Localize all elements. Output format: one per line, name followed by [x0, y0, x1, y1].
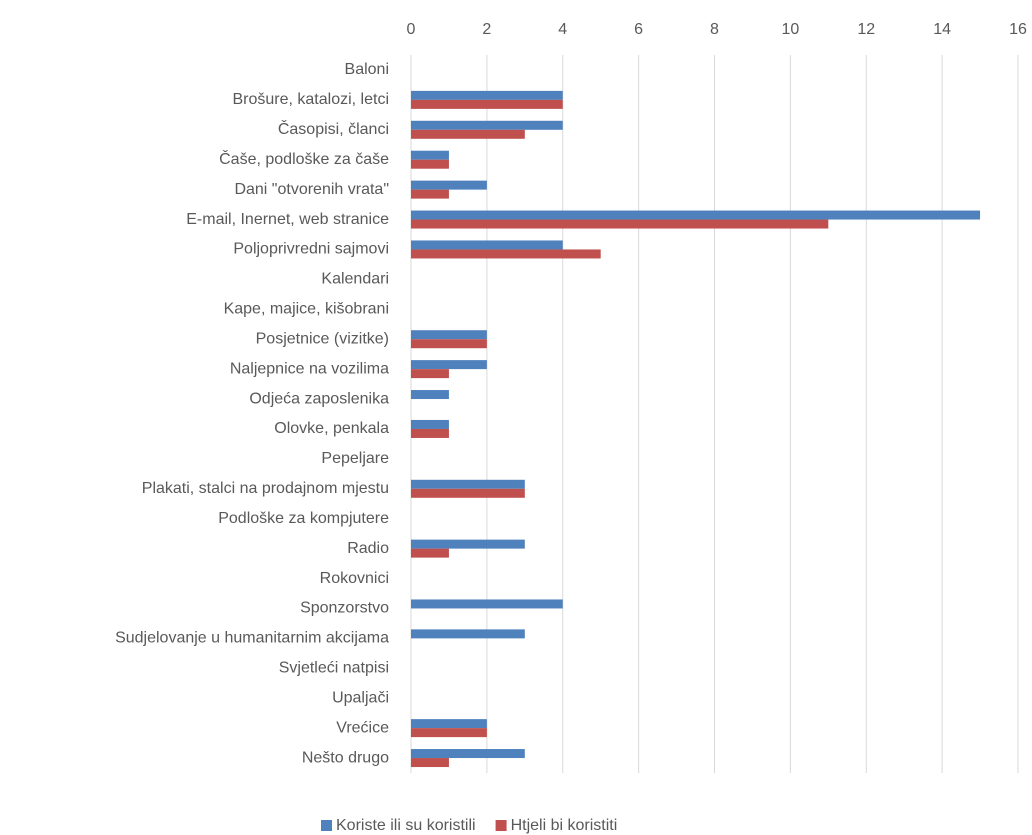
x-tick-label: 12	[857, 21, 875, 38]
y-tick-label: Upaljači	[332, 689, 389, 706]
bar	[411, 758, 449, 768]
x-tick-label: 8	[710, 21, 719, 38]
y-tick-label: Posjetnice (vizitke)	[256, 330, 389, 347]
y-tick-label: E-mail, Inernet, web stranice	[186, 211, 389, 228]
y-tick-label: Naljepnice na vozilima	[230, 360, 389, 377]
bar	[411, 599, 563, 609]
bar	[411, 390, 449, 400]
bar	[411, 189, 449, 199]
y-tick-label: Brošure, katalozi, letci	[232, 91, 389, 108]
x-tick-label: 0	[407, 21, 416, 38]
legend-swatch	[321, 820, 332, 831]
bar	[411, 629, 525, 639]
legend-swatch	[495, 820, 507, 831]
bar	[411, 330, 487, 340]
bar	[411, 360, 487, 370]
y-tick-label: Kape, majice, kišobrani	[224, 301, 389, 318]
y-tick-label: Svjetleći natpisi	[279, 660, 389, 677]
y-tick-label: Časopisi, članci	[278, 119, 389, 138]
bar	[411, 180, 487, 190]
y-tick-label: Dani "otvorenih vrata"	[234, 181, 389, 198]
y-tick-label: Rokovnici	[320, 570, 389, 587]
y-tick-label: Podloške za kompjutere	[218, 510, 389, 527]
bar	[411, 548, 449, 558]
y-tick-label: Baloni	[345, 61, 389, 78]
y-tick-label: Čaše, podloške za čaše	[219, 149, 389, 168]
bar	[411, 719, 487, 729]
bar	[411, 728, 487, 738]
bar	[411, 749, 525, 759]
bar	[411, 339, 487, 349]
x-tick-label: 16	[1009, 21, 1027, 38]
bar	[411, 539, 525, 549]
bar	[411, 99, 563, 109]
y-tick-label: Sponzorstvo	[300, 600, 389, 617]
bar	[411, 249, 601, 259]
bar	[411, 488, 525, 498]
x-tick-label: 2	[482, 21, 491, 38]
y-tick-label: Poljoprivredni sajmovi	[233, 241, 389, 258]
y-tick-label: Pepeljare	[321, 450, 389, 467]
legend-label: Htjeli bi koristiti	[511, 817, 618, 834]
legend-label: Koriste ili su koristili	[336, 817, 476, 834]
y-tick-label: Olovke, penkala	[274, 420, 389, 437]
y-tick-label: Odjeća zaposlenika	[249, 390, 389, 407]
bar	[411, 428, 449, 438]
bar	[411, 159, 449, 169]
bar	[411, 90, 563, 100]
y-tick-label: Plakati, stalci na prodajnom mjestu	[142, 480, 389, 497]
x-tick-label: 14	[933, 21, 951, 38]
x-tick-label: 4	[558, 21, 567, 38]
y-tick-label: Nešto drugo	[302, 749, 389, 766]
x-tick-label: 10	[781, 21, 799, 38]
y-tick-label: Vrećice	[336, 719, 389, 736]
y-tick-label: Kalendari	[321, 271, 389, 288]
bar	[411, 479, 525, 489]
bar	[411, 150, 449, 160]
y-tick-label: Radio	[347, 540, 389, 557]
bar	[411, 129, 525, 139]
bar	[411, 210, 981, 220]
bar	[411, 419, 449, 429]
bar	[411, 219, 829, 229]
bar	[411, 120, 563, 130]
y-tick-label: Sudjelovanje u humanitarnim akcijama	[115, 630, 389, 647]
bar	[411, 240, 563, 250]
bar	[411, 369, 449, 379]
x-tick-label: 6	[634, 21, 643, 38]
